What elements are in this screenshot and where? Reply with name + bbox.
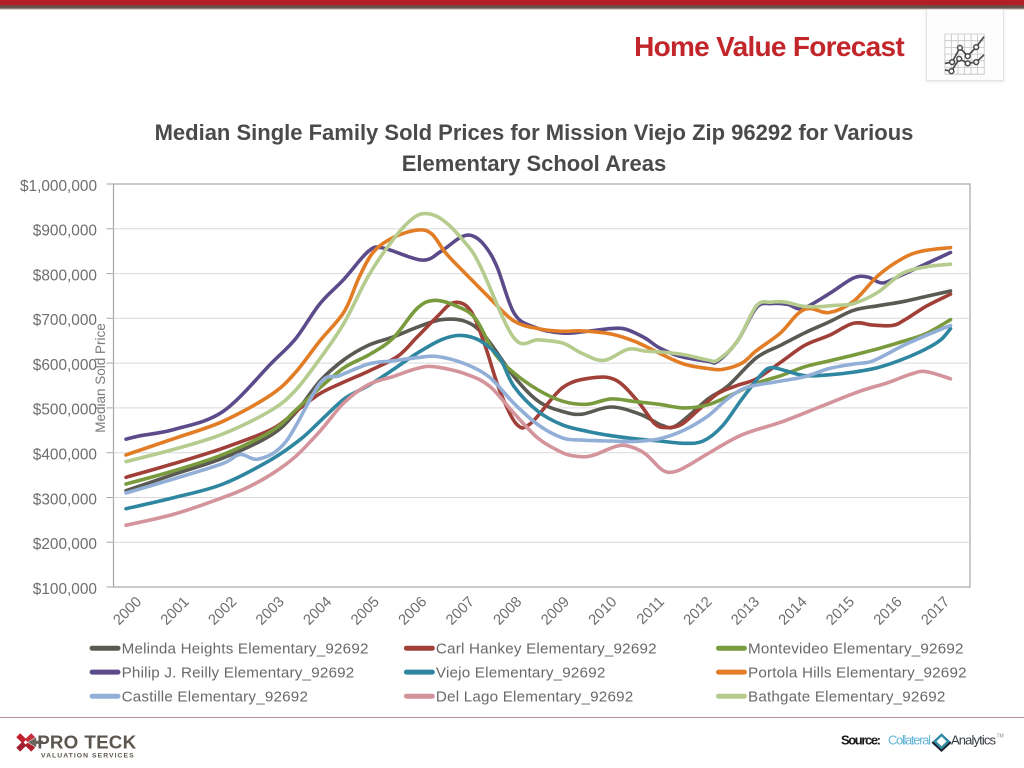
svg-text:VALUATION SERVICES: VALUATION SERVICES (41, 752, 135, 759)
svg-text:Melinda Heights Elementary_926: Melinda Heights Elementary_92692 (122, 641, 369, 658)
svg-text:Bathgate Elementary_92692: Bathgate Elementary_92692 (748, 689, 946, 706)
svg-text:Castille Elementary_92692: Castille Elementary_92692 (122, 689, 309, 706)
svg-text:Philip J. Reilly Elementary_92: Philip J. Reilly Elementary_92692 (122, 665, 355, 682)
svg-text:PRO TECK: PRO TECK (37, 732, 136, 753)
svg-text:$700,000: $700,000 (33, 312, 97, 329)
svg-text:Collateral: Collateral (888, 733, 931, 748)
svg-text:$800,000: $800,000 (33, 267, 97, 284)
svg-text:$900,000: $900,000 (33, 223, 97, 240)
svg-text:$1,000,000: $1,000,000 (20, 178, 97, 195)
svg-text:Carl Hankey Elementary_92692: Carl Hankey Elementary_92692 (436, 641, 657, 658)
svg-text:Viejo Elementary_92692: Viejo Elementary_92692 (436, 665, 606, 682)
svg-text:Median Sold Price: Median Sold Price (93, 323, 108, 433)
svg-text:$100,000: $100,000 (33, 581, 97, 598)
svg-text:Portola Hills Elementary_92692: Portola Hills Elementary_92692 (748, 665, 967, 682)
svg-text:$300,000: $300,000 (33, 491, 97, 508)
svg-text:Source:: Source: (841, 733, 881, 748)
svg-text:$200,000: $200,000 (33, 536, 97, 553)
svg-text:$500,000: $500,000 (33, 402, 97, 419)
svg-text:Del Lago Elementary_92692: Del Lago Elementary_92692 (436, 689, 634, 706)
svg-text:$600,000: $600,000 (33, 357, 97, 374)
svg-text:Analytics: Analytics (951, 733, 997, 748)
svg-text:Montevideo Elementary_92692: Montevideo Elementary_92692 (748, 641, 964, 658)
svg-text:TM: TM (997, 734, 1004, 740)
svg-text:$400,000: $400,000 (33, 447, 97, 464)
